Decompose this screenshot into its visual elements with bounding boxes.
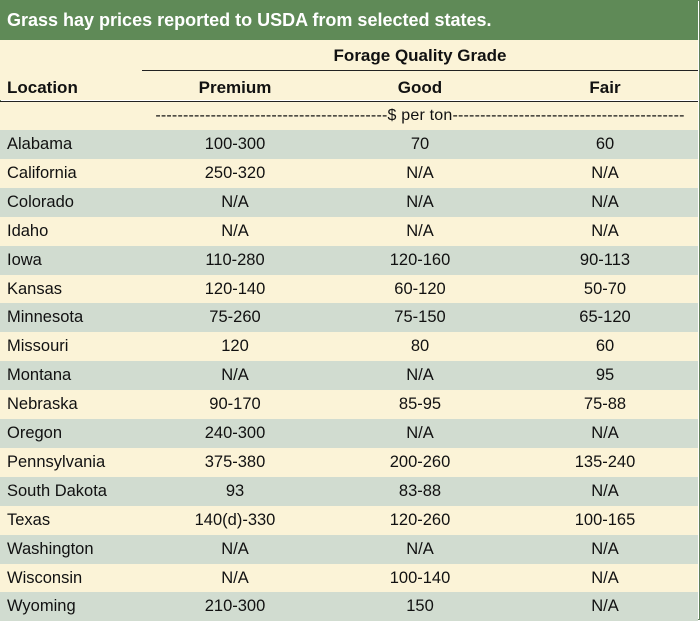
table-row: Oregon 240-300 N/A N/A	[0, 419, 698, 448]
table-row: Pennsylvania 375-380 200-260 135-240	[0, 447, 698, 477]
cell-location: Minnesota	[7, 308, 84, 327]
cell-fair: N/A	[591, 192, 619, 211]
cell-premium: N/A	[221, 192, 249, 211]
cell-good: 120-160	[389, 250, 451, 269]
table-row: Kansas 120-140 60-120 50-70	[0, 274, 698, 304]
cell-location: Colorado	[7, 192, 74, 211]
cell-good: 70	[410, 135, 430, 153]
cell-good: 120-260	[389, 510, 451, 529]
cell-premium: 250-320	[204, 163, 266, 182]
cell-fair: 100-165	[574, 510, 636, 529]
cell-fair: 95	[595, 366, 615, 385]
cell-fair: 90-113	[579, 250, 631, 269]
column-header-fair: Fair	[589, 78, 621, 97]
table-row: Nebraska 90-170 85-95 75-88	[0, 390, 698, 420]
cell-premium: N/A	[221, 539, 249, 558]
table-row: South Dakota 93 83-88 N/A	[0, 476, 698, 506]
cell-premium: 90-170	[209, 395, 261, 414]
cell-location: Montana	[7, 366, 72, 385]
cell-good: 83-88	[398, 481, 442, 500]
group-header-divider	[142, 70, 698, 71]
cell-location: Nebraska	[7, 395, 78, 414]
cell-location: Iowa	[7, 250, 42, 269]
cell-location: Missouri	[7, 337, 69, 356]
cell-location: Washington	[7, 539, 94, 558]
cell-premium: N/A	[221, 568, 249, 587]
cell-premium: 375-380	[204, 452, 266, 471]
column-header-good: Good	[397, 78, 443, 97]
table-row: Missouri 120 80 60	[0, 332, 698, 362]
cell-location: Wisconsin	[7, 568, 83, 587]
cell-premium: 210-300	[204, 597, 266, 616]
cell-location: Alabama	[7, 135, 73, 153]
cell-premium: 120	[221, 337, 249, 356]
cell-good: 80	[410, 337, 430, 356]
cell-location: California	[7, 163, 77, 182]
cell-good: 150	[406, 597, 434, 616]
cell-location: Kansas	[7, 279, 63, 298]
cell-premium: 93	[225, 481, 245, 500]
cell-fair: 135-240	[574, 452, 636, 471]
cell-good: 200-260	[389, 452, 451, 471]
table-title: Grass hay prices reported to USDA from s…	[0, 0, 698, 40]
cell-location: Texas	[7, 510, 51, 529]
table-row: Iowa 110-280 120-160 90-113	[0, 245, 698, 275]
cell-fair: N/A	[591, 568, 619, 587]
cell-fair: 75-88	[583, 395, 627, 414]
cell-good: 100-140	[389, 568, 451, 587]
cell-fair: N/A	[591, 539, 619, 558]
forage-quality-grade-header: Forage Quality Grade	[333, 46, 507, 65]
cell-fair: N/A	[591, 221, 619, 240]
cell-location: Idaho	[7, 221, 49, 240]
table-row: Washington N/A N/A N/A	[0, 534, 698, 564]
column-header-premium: Premium	[198, 78, 272, 97]
table-row: Minnesota 75-260 75-150 65-120	[0, 303, 698, 333]
cell-good: N/A	[406, 163, 434, 182]
cell-good: 75-150	[394, 308, 446, 327]
cell-fair: N/A	[591, 481, 619, 500]
cell-good: N/A	[406, 424, 434, 442]
table-row: Texas 140(d)-330 120-260 100-165	[0, 505, 698, 535]
table-row: Idaho N/A N/A N/A	[0, 216, 698, 246]
cell-good: 85-95	[398, 395, 442, 414]
cell-premium: 110-280	[205, 250, 265, 269]
cell-location: Wyoming	[7, 597, 76, 616]
cell-good: 60-120	[394, 279, 446, 298]
cell-fair: 60	[595, 337, 615, 356]
cell-premium: 240-300	[204, 424, 266, 442]
cell-location: South Dakota	[7, 481, 107, 500]
cell-fair: N/A	[591, 424, 619, 442]
cell-good: N/A	[406, 221, 434, 240]
cell-fair: 60	[595, 135, 615, 153]
cell-premium: N/A	[221, 221, 249, 240]
table-row: Alabama 100-300 70 60	[0, 130, 698, 159]
cell-good: N/A	[406, 539, 434, 558]
cell-premium: 100-300	[204, 135, 266, 153]
cell-good: N/A	[406, 192, 434, 211]
column-header-location: Location	[7, 78, 78, 97]
table-row: Wyoming 210-300 150 N/A	[0, 592, 698, 621]
cell-premium: 75-260	[209, 308, 261, 327]
cell-fair: 65-120	[579, 308, 631, 327]
cell-good: N/A	[406, 366, 434, 385]
cell-location: Oregon	[7, 424, 63, 442]
table-row: Montana N/A N/A 95	[0, 361, 698, 391]
table-row: Wisconsin N/A 100-140 N/A	[0, 563, 698, 593]
cell-premium: 140(d)-330	[194, 510, 276, 529]
header-divider	[0, 101, 698, 102]
cell-fair: 50-70	[583, 279, 627, 298]
cell-premium: N/A	[221, 366, 249, 385]
cell-fair: N/A	[591, 597, 619, 616]
units-row: ----------------------------------------…	[0, 102, 698, 130]
units-label: ----------------------------------------…	[155, 107, 685, 124]
cell-fair: N/A	[591, 163, 619, 182]
cell-premium: 120-140	[204, 279, 266, 298]
table-row: Colorado N/A N/A N/A	[0, 187, 698, 217]
cell-location: Pennsylvania	[7, 452, 106, 471]
table-row: California 250-320 N/A N/A	[0, 158, 698, 188]
